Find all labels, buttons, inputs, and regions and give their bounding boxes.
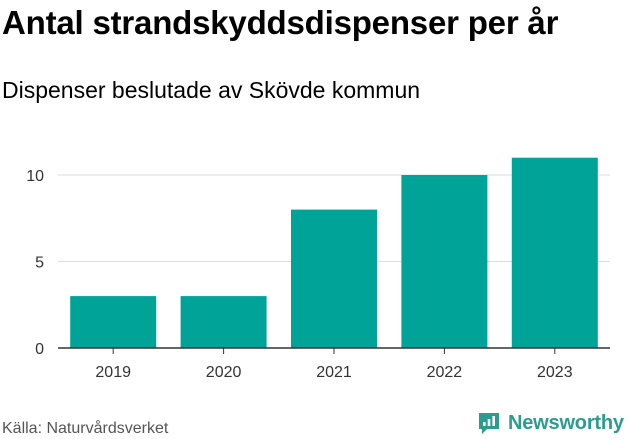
chart-subtitle: Dispenser beslutade av Skövde kommun — [2, 77, 421, 103]
chart-title: Antal strandskyddsdispenser per år — [2, 4, 559, 41]
bar — [401, 175, 488, 348]
bar-chart: 0 5 10 2019 2020 2021 2022 2023 — [26, 157, 610, 381]
x-tick-label: 2019 — [95, 364, 131, 381]
x-tick-label: 2020 — [206, 364, 242, 381]
y-tick-label: 0 — [35, 341, 44, 358]
bar — [70, 296, 157, 348]
x-tick-label: 2023 — [537, 364, 573, 381]
y-tick-label: 5 — [35, 255, 44, 272]
y-tick-label: 10 — [26, 168, 44, 185]
brand-name: Newsworthy — [508, 411, 624, 434]
bar — [291, 209, 377, 348]
bar — [511, 157, 598, 348]
x-tick-label: 2022 — [427, 364, 463, 381]
brand-logo: Newsworthy — [476, 409, 624, 437]
newsworthy-logo-icon — [479, 413, 499, 434]
source-note: Källa: Naturvårdsverket — [2, 420, 169, 437]
bar — [180, 296, 267, 348]
x-tick-label: 2021 — [316, 364, 352, 381]
